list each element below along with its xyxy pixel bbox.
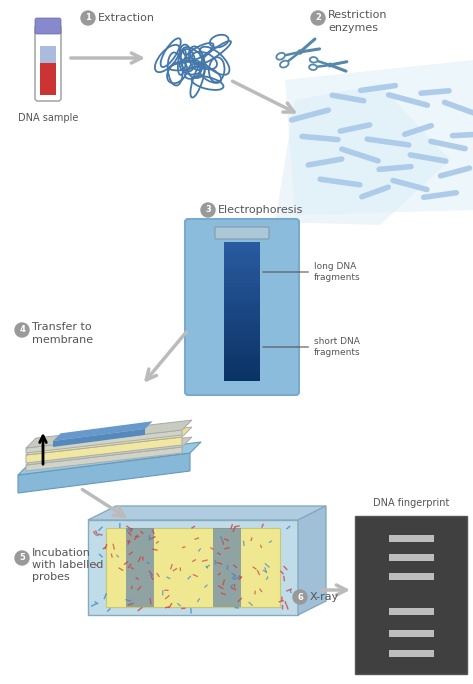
Bar	[224, 349, 260, 353]
Polygon shape	[298, 506, 326, 615]
Bar	[388, 607, 433, 615]
Text: 4: 4	[19, 326, 25, 334]
Bar	[224, 345, 260, 350]
Polygon shape	[26, 430, 182, 453]
Bar	[388, 554, 433, 561]
Circle shape	[311, 11, 325, 25]
Text: long DNA
fragments: long DNA fragments	[263, 262, 360, 282]
Bar	[388, 573, 433, 580]
Bar	[224, 359, 260, 363]
Bar	[224, 301, 260, 304]
Circle shape	[15, 551, 29, 565]
Circle shape	[328, 64, 332, 67]
Bar	[224, 342, 260, 346]
Bar	[224, 266, 260, 270]
Bar	[224, 252, 260, 256]
Bar	[224, 335, 260, 339]
Text: X-ray: X-ray	[310, 592, 339, 602]
Polygon shape	[88, 506, 326, 520]
Circle shape	[201, 203, 215, 217]
Text: 5: 5	[19, 553, 25, 562]
Polygon shape	[53, 421, 153, 441]
Bar	[224, 356, 260, 360]
Bar	[224, 308, 260, 311]
Bar	[40, 63, 56, 94]
Text: short DNA
fragments: short DNA fragments	[263, 337, 360, 356]
Bar	[224, 366, 260, 370]
FancyBboxPatch shape	[215, 227, 269, 239]
Bar	[224, 298, 260, 301]
Text: Extraction: Extraction	[98, 13, 155, 23]
Bar	[106, 528, 280, 607]
Bar	[224, 276, 260, 280]
Bar	[224, 369, 260, 373]
Text: probes: probes	[32, 572, 70, 582]
Bar	[388, 630, 433, 637]
Text: Restriction: Restriction	[328, 10, 387, 20]
Bar	[224, 249, 260, 253]
Polygon shape	[18, 442, 201, 475]
Bar	[224, 373, 260, 377]
Bar	[224, 318, 260, 322]
Bar	[224, 363, 260, 367]
Text: 3: 3	[205, 205, 211, 215]
Bar	[224, 246, 260, 250]
Circle shape	[298, 50, 302, 54]
Polygon shape	[285, 60, 473, 215]
Bar	[224, 352, 260, 356]
Text: DNA sample: DNA sample	[18, 113, 78, 123]
Bar	[224, 339, 260, 343]
FancyBboxPatch shape	[35, 25, 61, 101]
Text: Incubation: Incubation	[32, 548, 91, 558]
Bar	[224, 321, 260, 326]
Polygon shape	[18, 453, 190, 493]
Polygon shape	[26, 447, 182, 471]
Bar	[224, 269, 260, 274]
Bar	[355, 516, 467, 674]
Polygon shape	[53, 429, 145, 447]
Bar	[224, 287, 260, 291]
Text: Electrophoresis: Electrophoresis	[218, 205, 303, 215]
Polygon shape	[26, 427, 192, 455]
Polygon shape	[88, 520, 298, 615]
Bar	[224, 311, 260, 315]
Bar	[224, 259, 260, 263]
FancyBboxPatch shape	[35, 18, 61, 34]
Text: 1: 1	[85, 14, 91, 23]
Bar	[213, 528, 241, 607]
Bar	[224, 242, 260, 246]
Polygon shape	[275, 85, 450, 225]
Bar	[388, 650, 433, 657]
Polygon shape	[26, 437, 192, 465]
Bar	[224, 304, 260, 308]
Bar	[224, 332, 260, 336]
Circle shape	[293, 590, 307, 604]
Text: enzymes: enzymes	[328, 23, 378, 33]
Text: 2: 2	[315, 14, 321, 23]
Text: 6: 6	[297, 592, 303, 601]
Polygon shape	[26, 420, 192, 448]
Bar	[126, 528, 154, 607]
Polygon shape	[26, 437, 182, 463]
Bar	[224, 263, 260, 267]
Bar	[224, 315, 260, 318]
Text: membrane: membrane	[32, 335, 93, 345]
Bar	[388, 535, 433, 542]
Bar	[40, 46, 56, 63]
FancyBboxPatch shape	[185, 219, 299, 395]
Bar	[224, 377, 260, 380]
Bar	[224, 283, 260, 287]
Text: DNA fingerprint: DNA fingerprint	[373, 498, 449, 508]
Text: with labelled: with labelled	[32, 560, 104, 570]
Bar	[224, 325, 260, 329]
Circle shape	[81, 11, 95, 25]
Bar	[224, 293, 260, 298]
Text: Transfer to: Transfer to	[32, 322, 92, 332]
Bar	[224, 256, 260, 260]
Bar	[224, 280, 260, 284]
Bar	[224, 273, 260, 277]
Circle shape	[15, 323, 29, 337]
Bar	[224, 328, 260, 332]
Bar	[224, 290, 260, 294]
